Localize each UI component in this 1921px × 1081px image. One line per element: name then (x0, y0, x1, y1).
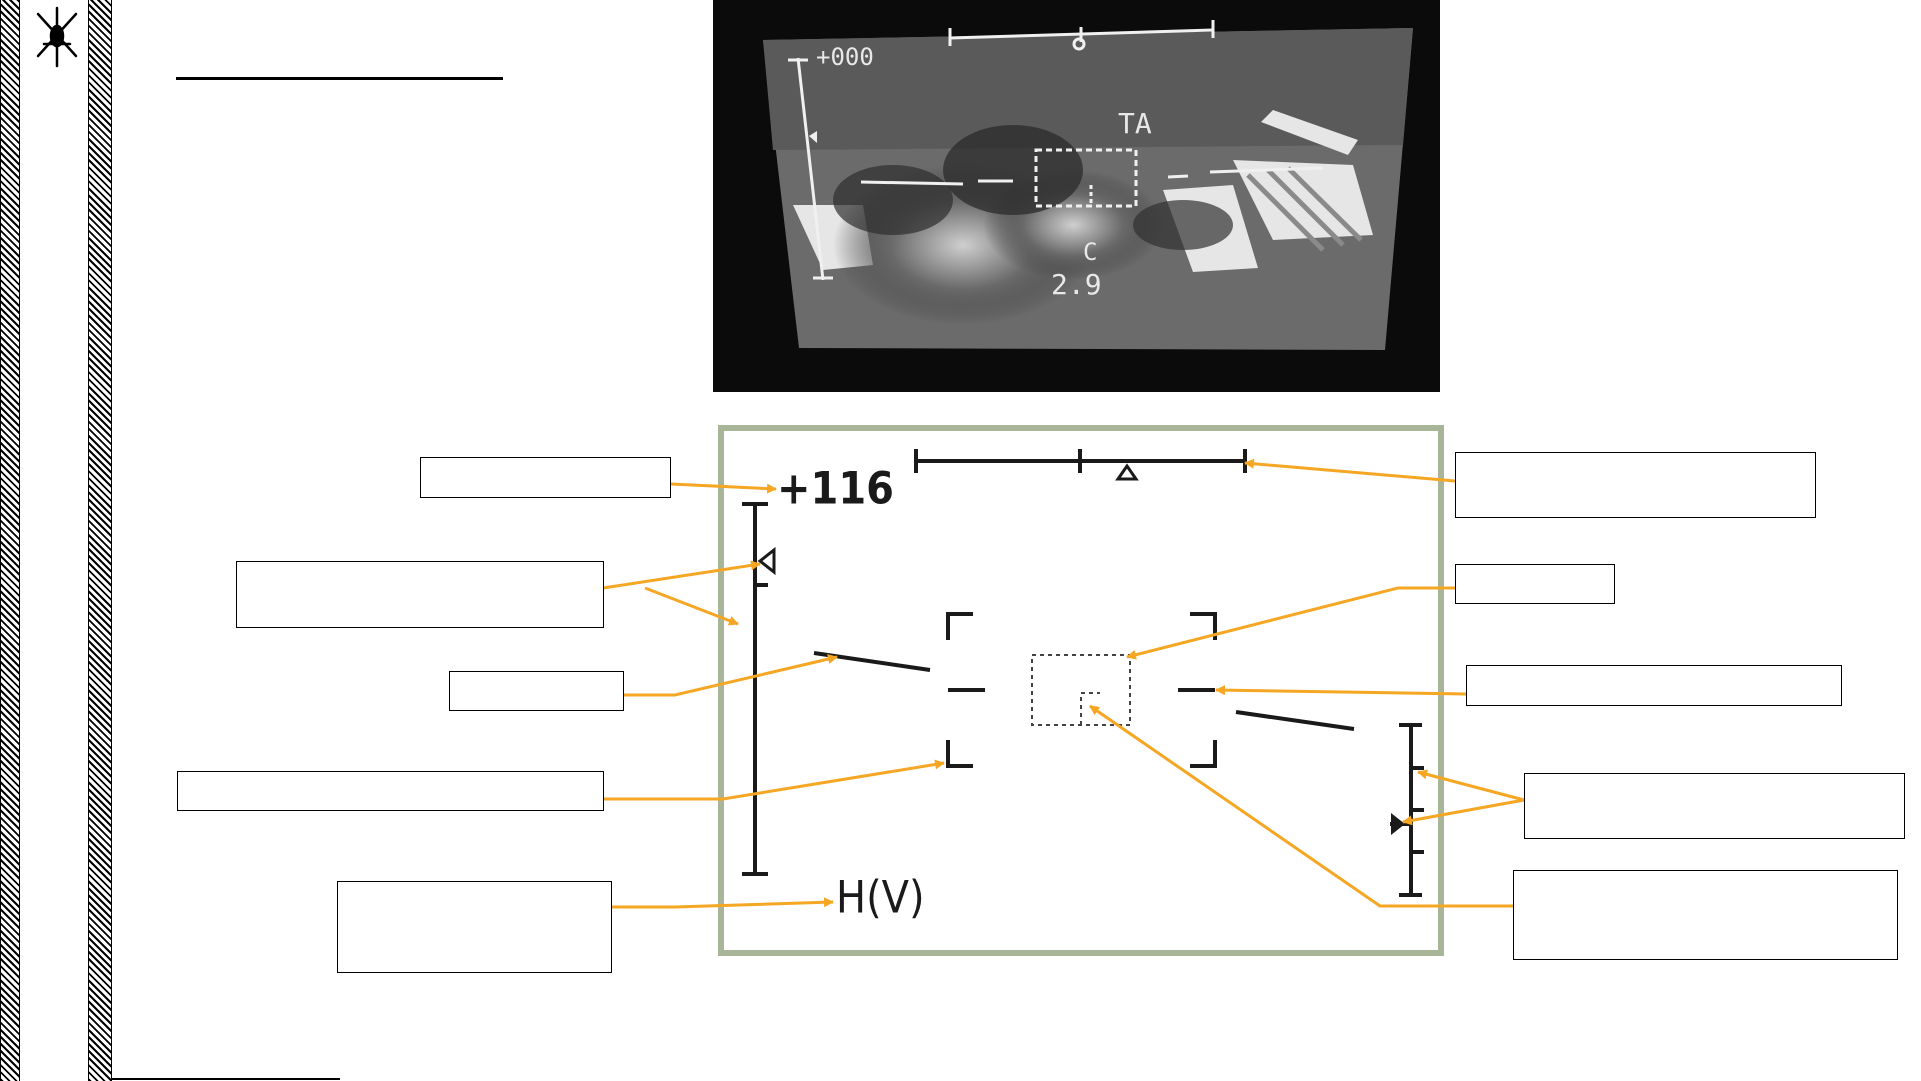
callout-speed-scale (1524, 773, 1905, 839)
diagram-frame (718, 425, 1444, 956)
title-underline (176, 77, 503, 80)
arrow-azimuth (1244, 458, 1456, 483)
diagram-mode-label: H(V) (836, 872, 925, 924)
callout-aim-point-marker (1513, 870, 1898, 960)
arrow-horizon (624, 654, 838, 697)
arrow-elev-2 (644, 586, 739, 626)
photo-scene (763, 20, 1413, 350)
helicopter-logo-icon (36, 6, 78, 68)
shkval-display-photo: +000 TA C 2.9 (713, 0, 1440, 392)
photo-mode-label: TA (1118, 107, 1152, 140)
left-hatched-rail (0, 0, 20, 1081)
photo-code-letter: C (1083, 238, 1098, 266)
elevation-marker-icon (757, 546, 776, 576)
callout-azimuth-scale (1455, 452, 1816, 518)
arrow-speed-2 (1402, 798, 1525, 826)
arrow-aim (1089, 704, 1513, 908)
photo-angle-readout: +000 (816, 43, 874, 71)
arrow-target (1126, 586, 1455, 660)
callout-target-box (1455, 564, 1615, 604)
azimuth-marker-icon (1115, 463, 1139, 481)
callout-aircraft-horizon-bar (1466, 665, 1842, 706)
target-box (1031, 654, 1131, 726)
arrow-elev-1 (602, 560, 761, 590)
photo-range-readout: 2.9 (1051, 268, 1102, 301)
bottom-rule (112, 1078, 340, 1080)
callout-horizon-line (449, 671, 624, 711)
callout-aiming-reticle (177, 771, 604, 811)
azimuth-scale (914, 449, 1247, 473)
horizon-line-right (1235, 710, 1355, 731)
speed-scale (1399, 723, 1424, 897)
arrow-reticle (603, 759, 945, 801)
aiming-reticle (946, 612, 1217, 768)
callout-angle-readout (420, 457, 671, 498)
callout-elevation-scale (236, 561, 604, 628)
diagram-angle-readout: +116 (777, 463, 895, 515)
arrow-range (612, 897, 834, 909)
arrow-angle (670, 482, 777, 494)
horizon-line-left (813, 651, 931, 672)
arrow-aircraft-bar (1215, 685, 1467, 696)
arrow-speed-1 (1417, 769, 1525, 802)
callout-range-mode (337, 881, 612, 973)
right-hatched-rail (88, 0, 112, 1081)
